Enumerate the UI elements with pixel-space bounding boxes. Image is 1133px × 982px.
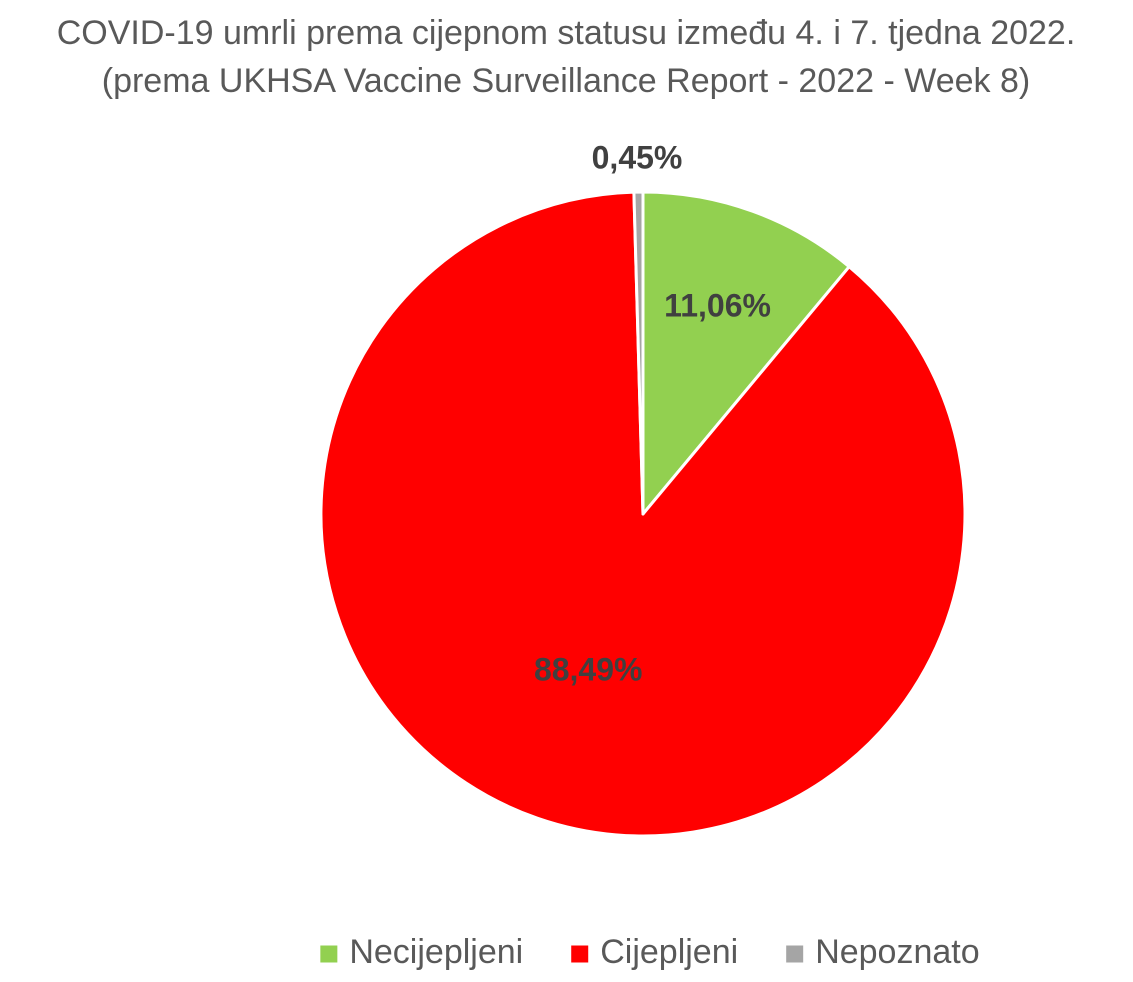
chart-title: COVID-19 umrli prema cijepnom statusu iz… bbox=[57, 14, 1076, 52]
data-label-necijepljeni: 11,06% bbox=[664, 288, 771, 324]
pie-slice-nepoznato bbox=[632, 190, 645, 516]
pie-slices bbox=[319, 190, 967, 838]
pie-slice-necijepljeni bbox=[641, 190, 851, 516]
legend-item-nepoznato: Nepoznato bbox=[786, 933, 980, 971]
legend-item-necijepljeni: Necijepljeni bbox=[320, 933, 523, 971]
legend-label-necijepljeni: Necijepljeni bbox=[349, 933, 523, 971]
data-label-cijepljeni: 88,49% bbox=[534, 652, 643, 688]
legend-swatch-necijepljeni bbox=[320, 945, 338, 963]
chart-legend: Necijepljeni Cijepljeni Nepoznato bbox=[320, 933, 980, 971]
data-label-nepoznato: 0,45% bbox=[592, 139, 683, 175]
legend-item-cijepljeni: Cijepljeni bbox=[571, 933, 738, 971]
legend-swatch-cijepljeni bbox=[571, 945, 589, 963]
pie-data-labels: 11,06% 88,49% 0,45% bbox=[534, 139, 771, 687]
legend-label-cijepljeni: Cijepljeni bbox=[600, 933, 738, 971]
chart-subtitle: (prema UKHSA Vaccine Surveillance Report… bbox=[102, 62, 1030, 100]
legend-swatch-nepoznato bbox=[786, 945, 804, 963]
legend-label-nepoznato: Nepoznato bbox=[815, 933, 979, 971]
